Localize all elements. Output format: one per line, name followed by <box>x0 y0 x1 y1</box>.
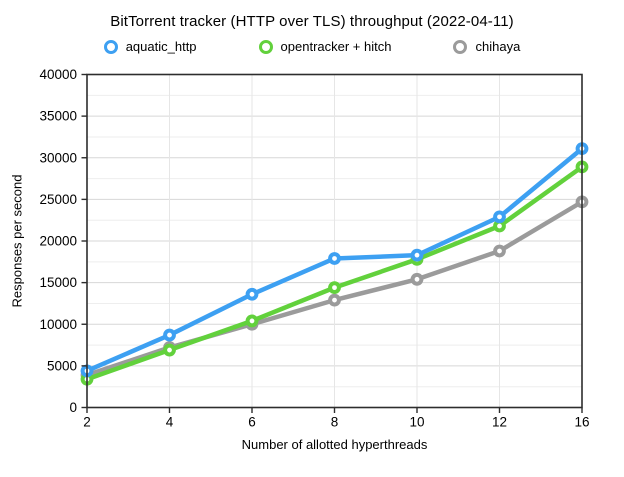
x-tick-label: 2 <box>83 415 91 430</box>
data-point <box>328 281 341 295</box>
legend: aquatic_http opentracker + hitch chihaya <box>0 39 624 54</box>
y-tick-label: 30000 <box>39 150 77 165</box>
data-point <box>328 293 341 307</box>
y-tick-label: 10000 <box>39 317 77 332</box>
legend-label: opentracker + hitch <box>280 39 392 54</box>
legend-marker-icon <box>258 39 273 54</box>
x-axis-title: Number of allotted hyperthreads <box>241 437 428 452</box>
y-axis-title: Responses per second <box>9 174 25 308</box>
legend-item: opentracker + hitch <box>258 39 392 54</box>
y-tick-label: 35000 <box>39 109 77 124</box>
data-point <box>328 252 341 265</box>
data-point <box>163 328 176 342</box>
chart-title: BitTorrent tracker (HTTP over TLS) throu… <box>110 13 514 30</box>
legend-marker-icon <box>453 39 468 54</box>
x-tick-label: 16 <box>574 415 589 430</box>
data-point <box>163 343 176 357</box>
data-point <box>245 314 259 328</box>
y-tick-label: 0 <box>69 400 77 415</box>
x-tick-label: 10 <box>409 415 424 430</box>
legend-label: aquatic_http <box>125 39 197 54</box>
data-point <box>410 248 424 262</box>
y-tick-label: 5000 <box>47 358 77 373</box>
y-tick-label: 15000 <box>39 275 77 290</box>
x-tick-label: 8 <box>331 415 339 430</box>
legend-item: aquatic_http <box>103 39 197 54</box>
y-tick-label: 40000 <box>39 67 77 82</box>
x-tick-label: 6 <box>248 415 256 430</box>
data-point <box>493 244 506 258</box>
data-point <box>245 287 259 301</box>
legend-item: chihaya <box>453 39 520 54</box>
y-tick-label: 25000 <box>39 192 77 207</box>
data-point <box>493 210 506 224</box>
legend-label: chihaya <box>475 39 521 54</box>
data-point <box>410 272 424 286</box>
x-tick-label: 12 <box>492 415 507 430</box>
x-tick-label: 4 <box>166 415 174 430</box>
legend-marker-icon <box>103 39 118 54</box>
y-tick-label: 20000 <box>39 234 77 249</box>
